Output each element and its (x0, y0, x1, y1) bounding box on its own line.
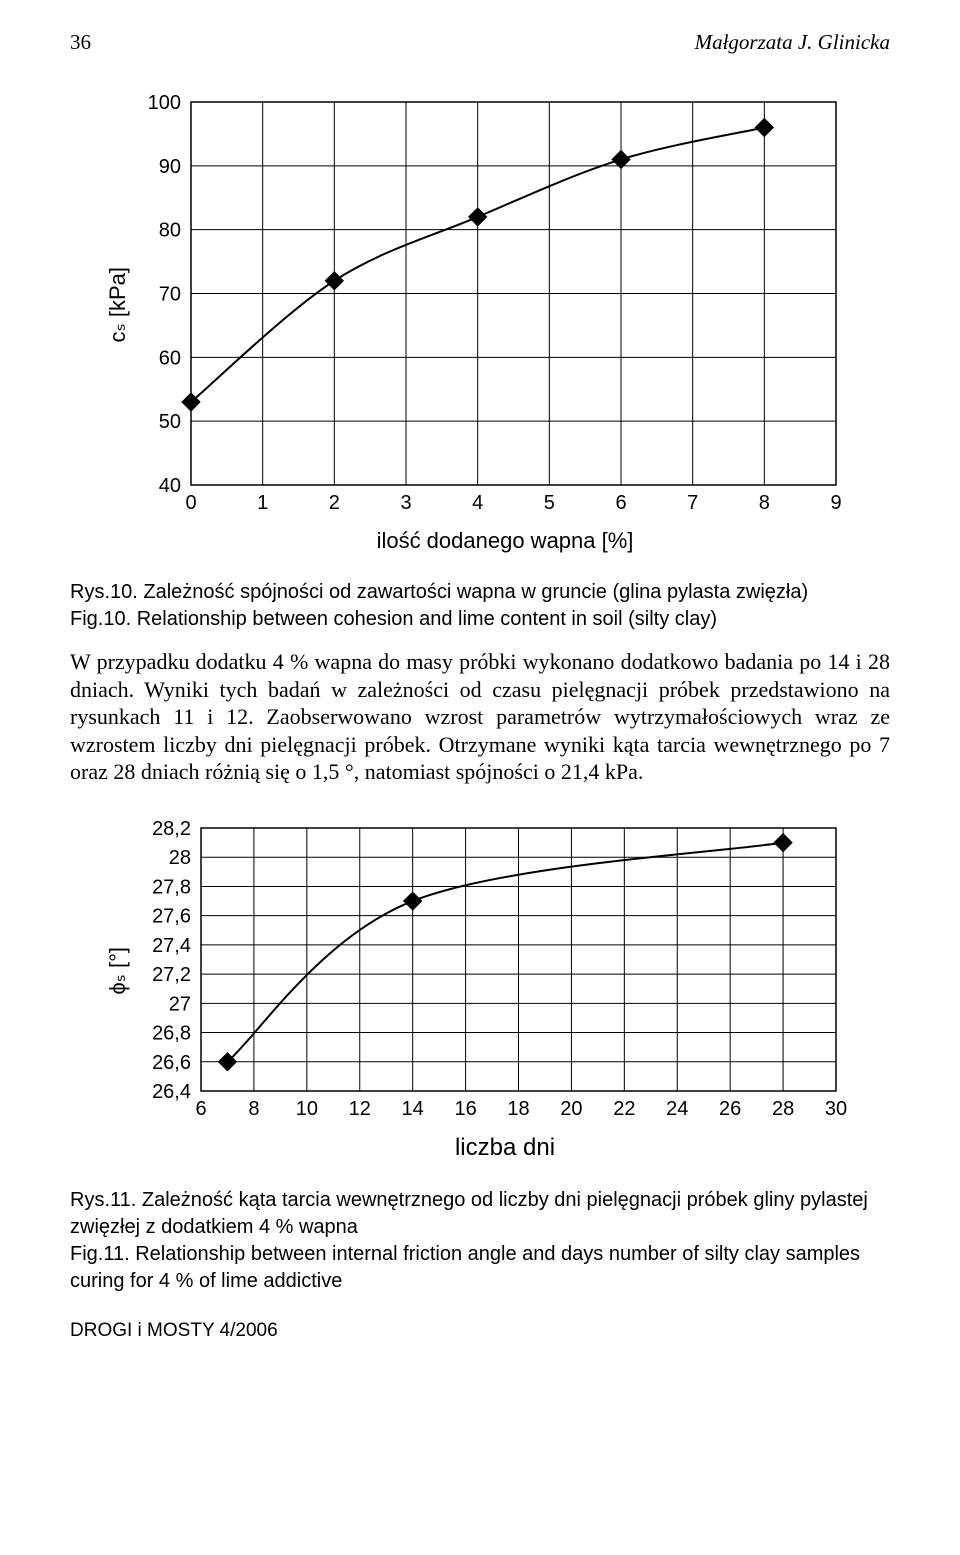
page-header: 36 Małgorzata J. Glinicka (70, 30, 890, 55)
chart2-xlabel: liczba dni (100, 1134, 860, 1162)
svg-text:6: 6 (615, 492, 626, 514)
svg-text:26,8: 26,8 (152, 1022, 191, 1044)
svg-text:14: 14 (402, 1098, 424, 1120)
chart2-svg: 6 8 10 12 14 16 18 20 22 24 26 28 30 26,4 26,6 26,8 27 27… (131, 816, 851, 1126)
svg-text:27: 27 (169, 993, 191, 1015)
svg-text:28: 28 (772, 1098, 794, 1120)
chart1-ylabel: cₛ [kPa] (100, 267, 131, 342)
svg-text:27,6: 27,6 (152, 905, 191, 927)
chart-1: cₛ [kPa] 0 1 2 3 4 5 6 7 8 9 40 50 60 70 80 90 100 ilość… (100, 90, 860, 554)
svg-text:20: 20 (560, 1098, 582, 1120)
page: 36 Małgorzata J. Glinicka cₛ [kPa] 01234… (0, 0, 960, 1372)
caption-2: Rys.11. Zależność kąta tarcia wewnętrzne… (70, 1187, 890, 1295)
chart-2: ϕₛ [°] 6 8 10 12 14 16 18 20 22 24 26 28 30 26,4 26,6 2… (100, 816, 860, 1162)
svg-text:16: 16 (454, 1098, 476, 1120)
svg-text:50: 50 (159, 411, 181, 433)
chart2-ylabel: ϕₛ [°] (100, 947, 131, 995)
svg-text:22: 22 (613, 1098, 635, 1120)
svg-text:28: 28 (169, 847, 191, 869)
svg-text:26,6: 26,6 (152, 1051, 191, 1073)
caption1-line2: Fig.10. Relationship between cohesion an… (70, 606, 890, 633)
caption1-line1: Rys.10. Zależność spójności od zawartośc… (70, 579, 890, 606)
svg-text:70: 70 (159, 284, 181, 306)
svg-text:27,4: 27,4 (152, 934, 191, 956)
svg-text:8: 8 (248, 1098, 259, 1120)
caption-1: Rys.10. Zależność spójności od zawartośc… (70, 579, 890, 633)
svg-text:12: 12 (349, 1098, 371, 1120)
svg-text:3: 3 (400, 492, 411, 514)
svg-text:7: 7 (687, 492, 698, 514)
svg-text:60: 60 (159, 347, 181, 369)
svg-text:26,4: 26,4 (152, 1081, 191, 1103)
caption2-line1: Rys.11. Zależność kąta tarcia wewnętrzne… (70, 1187, 890, 1241)
page-number: 36 (70, 30, 91, 55)
svg-text:28,2: 28,2 (152, 818, 191, 840)
svg-text:10: 10 (296, 1098, 318, 1120)
svg-text:4: 4 (472, 492, 483, 514)
caption2-line2: Fig.11. Relationship between internal fr… (70, 1241, 890, 1295)
svg-text:80: 80 (159, 220, 181, 242)
svg-text:27,2: 27,2 (152, 964, 191, 986)
svg-text:2: 2 (329, 492, 340, 514)
svg-text:5: 5 (544, 492, 555, 514)
page-footer: DROGI i MOSTY 4/2006 (70, 1320, 890, 1342)
svg-text:1: 1 (257, 492, 268, 514)
svg-text:26: 26 (719, 1098, 741, 1120)
svg-text:8: 8 (759, 492, 770, 514)
chart1-svg: 0 1 2 3 4 5 6 7 8 9 40 50 60 70 80 90 100 (131, 90, 851, 520)
svg-text:90: 90 (159, 156, 181, 178)
svg-text:24: 24 (666, 1098, 688, 1120)
svg-text:0: 0 (185, 492, 196, 514)
svg-text:40: 40 (159, 475, 181, 497)
svg-text:6: 6 (195, 1098, 206, 1120)
author-name: Małgorzata J. Glinicka (695, 30, 890, 55)
svg-text:9: 9 (830, 492, 841, 514)
svg-text:30: 30 (825, 1098, 847, 1120)
chart1-xlabel: ilość dodanego wapna [%] (100, 528, 860, 554)
svg-text:18: 18 (507, 1098, 529, 1120)
svg-text:100: 100 (148, 92, 181, 114)
svg-text:27,8: 27,8 (152, 876, 191, 898)
body-paragraph: W przypadku dodatku 4 % wapna do masy pr… (70, 648, 890, 786)
